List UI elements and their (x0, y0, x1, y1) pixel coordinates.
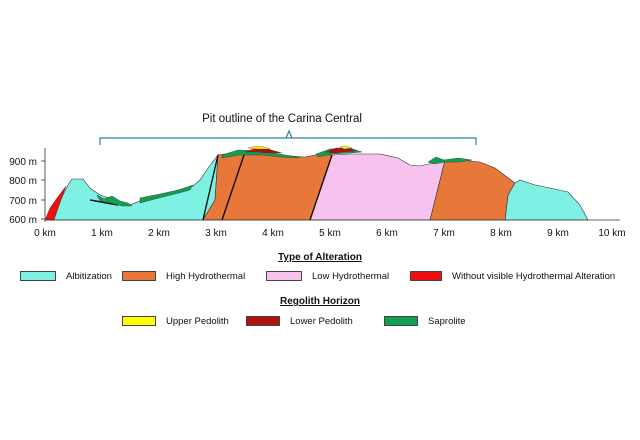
fault-lines (89, 154, 333, 221)
cross-section-diagram: Pit outline of the Carina Central (9, 113, 625, 239)
legend-item-without-alteration: Without visible Hydrothermal Alteration (410, 269, 615, 283)
y-tick-label: 800 m (9, 176, 37, 187)
legend-label: Low Hydrothermal (312, 270, 390, 282)
legend-label: High Hydrothermal (166, 270, 246, 282)
y-tick-label: 700 m (9, 196, 37, 207)
x-tick-label: 2 km (148, 228, 170, 239)
legend-item-lower-pedolith: Lower Pedolith (246, 314, 353, 328)
alteration-legend-title: Type of Alteration (278, 252, 362, 263)
regolith-legend-title: Regolith Horizon (280, 296, 360, 307)
saprolite-regolith (96, 147, 473, 207)
legend-swatch (410, 271, 442, 281)
upper-pedolith-regolith (247, 145, 353, 150)
legend-item-low-hydrothermal: Low Hydrothermal (266, 269, 389, 283)
x-tick-label: 1 km (91, 228, 113, 239)
low-hydrothermal-zone (309, 153, 446, 221)
legend-item-saprolite: Saprolite (384, 314, 466, 328)
legend-swatch (122, 316, 156, 326)
x-tick-label: 7 km (433, 228, 455, 239)
legend-label: Lower Pedolith (290, 315, 353, 327)
legend-label: Saprolite (428, 315, 466, 327)
y-tick-label: 600 m (9, 215, 37, 226)
x-tick-label: 4 km (262, 228, 284, 239)
legend-item-high-hydrothermal: High Hydrothermal (122, 269, 245, 283)
legend-item-upper-pedolith: Upper Pedolith (122, 314, 229, 328)
legend-swatch (384, 316, 418, 326)
y-axis (41, 148, 46, 222)
x-tick-label: 9 km (547, 228, 569, 239)
albitization-left-zone (46, 154, 219, 221)
pit-outline-bracket (99, 129, 477, 145)
legend-swatch (266, 271, 302, 281)
x-tick-label: 10 km (598, 228, 625, 239)
legend-item-albitization: Albitization (20, 269, 112, 283)
legend-label: Albitization (66, 270, 112, 282)
legend-swatch (122, 271, 156, 281)
albitization-right-zone (504, 179, 589, 221)
x-tick-label: 5 km (319, 228, 341, 239)
legend-label: Without visible Hydrothermal Alteration (452, 270, 616, 282)
y-tick-label: 900 m (9, 157, 37, 168)
x-tick-label: 0 km (34, 228, 56, 239)
legend-label: Upper Pedolith (166, 315, 229, 327)
x-tick-label: 8 km (490, 228, 512, 239)
legend-swatch (246, 316, 280, 326)
pit-outline-label: Pit outline of the Carina Central (202, 113, 362, 125)
x-tick-label: 3 km (205, 228, 227, 239)
x-tick-label: 6 km (376, 228, 398, 239)
legend-swatch (20, 271, 56, 281)
